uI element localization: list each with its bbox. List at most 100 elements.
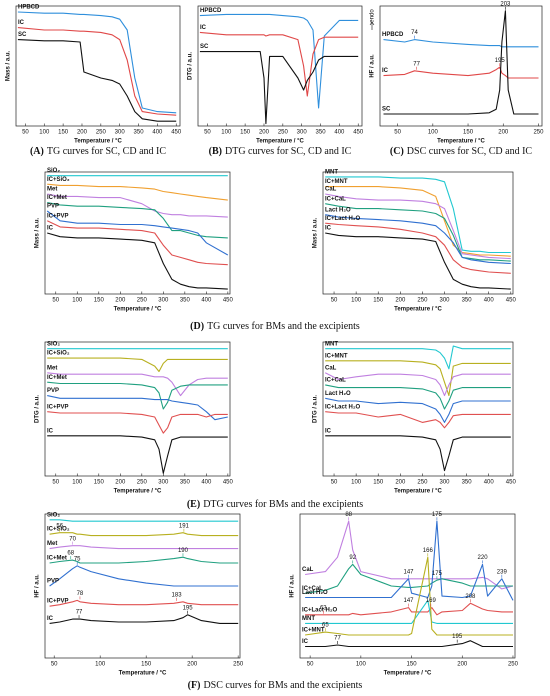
x-tick-label: 100: [356, 662, 367, 668]
endo-arrow: [369, 21, 375, 30]
caption-label: (F): [188, 680, 201, 691]
x-tick-label: 200: [395, 480, 406, 486]
annotation: 147: [404, 598, 415, 604]
annotation: 65: [322, 623, 329, 629]
series-line: [49, 599, 239, 607]
series-line: [49, 545, 239, 550]
series-label: IC+MNT: [302, 628, 325, 634]
y-axis-title: HF / a.u.: [35, 574, 41, 598]
series-label: IC: [200, 25, 207, 31]
series-label: Met: [47, 541, 57, 547]
x-tick-label: 100: [39, 130, 50, 136]
x-tick-label: 200: [187, 662, 198, 668]
annotation: 75: [74, 556, 81, 562]
x-tick-label: 400: [484, 480, 495, 486]
series-line: [325, 193, 511, 260]
series-label: IC+Met: [47, 195, 67, 201]
x-tick-label: 150: [94, 480, 105, 486]
endo-note: endo: [370, 9, 376, 23]
series-label: IC+Met: [47, 375, 67, 381]
x-tick-label: 200: [259, 130, 270, 136]
series-line: [325, 232, 511, 290]
series-line: [324, 372, 511, 397]
series-label: IC: [382, 68, 389, 74]
x-axis-title: Temperature / °C: [256, 139, 304, 145]
series-label: PVP: [47, 204, 59, 210]
annotation: 77: [334, 636, 341, 642]
x-tick-label: 450: [506, 480, 517, 486]
caption: (D) TG curves for BMs and the excipients: [190, 321, 360, 332]
x-tick-label: 350: [134, 130, 145, 136]
series-label: IC: [325, 428, 332, 434]
series-label: IC+PVP: [47, 599, 69, 605]
series-label: MNT: [302, 616, 315, 622]
caption-text: DSC curves for BMs and the excipients: [203, 680, 362, 691]
x-tick-label: 300: [158, 298, 169, 304]
series-label: CaL: [325, 187, 337, 193]
annotation: 190: [178, 548, 189, 554]
series-label: IC+MNT: [325, 353, 348, 359]
series-line: [325, 411, 511, 429]
series-label: IC+CaL: [325, 377, 346, 383]
series-label: HPBCD: [18, 5, 40, 11]
annotation: 63: [320, 605, 327, 611]
x-tick-label: 50: [331, 298, 338, 304]
series-line: [325, 360, 511, 397]
series-line: [383, 39, 539, 48]
y-axis-title: HF / a.u.: [290, 574, 296, 598]
annotation: 70: [69, 536, 76, 542]
x-tick-label: 300: [115, 130, 126, 136]
x-tick-label: 350: [180, 298, 191, 304]
series-line: [49, 532, 239, 537]
x-tick-label: 250: [417, 480, 428, 486]
x-tick-label: 150: [58, 130, 69, 136]
series-label: IC: [47, 616, 54, 622]
x-tick-label: 50: [51, 662, 58, 668]
annotation: 195: [183, 605, 194, 611]
x-tick-label: 400: [201, 480, 212, 486]
x-tick-label: 50: [394, 130, 401, 136]
series-label: SC: [382, 107, 391, 113]
annotation: 78: [77, 591, 84, 597]
series-line: [49, 565, 239, 587]
x-tick-label: 350: [316, 130, 327, 136]
annotation: 239: [497, 569, 508, 575]
annotation: 175: [432, 571, 443, 577]
series-line: [325, 214, 511, 265]
x-axis-title: Temperature / °C: [437, 139, 485, 145]
x-tick-label: 300: [440, 480, 451, 486]
plot-frame: [379, 5, 543, 127]
x-tick-label: 200: [395, 298, 406, 304]
series-line: [325, 203, 511, 262]
x-tick-label: 50: [204, 130, 211, 136]
series-line: [47, 435, 228, 474]
series-label: IC: [47, 428, 54, 434]
annotation: 175: [432, 512, 443, 518]
x-axis-title: Temperature / °C: [114, 489, 162, 495]
series-label: CaL: [302, 567, 314, 573]
series-label: Lact H₂O: [302, 590, 328, 596]
series-label: PVP: [47, 388, 59, 394]
annotation: 166: [423, 548, 434, 554]
series-line: [49, 614, 239, 624]
series-label: IC: [302, 639, 309, 645]
x-tick-label: 200: [115, 298, 126, 304]
series-line: [199, 31, 359, 97]
series-line: [325, 397, 511, 423]
series-line: [46, 210, 229, 256]
x-tick-label: 250: [533, 130, 544, 136]
x-tick-label: 200: [457, 662, 468, 668]
x-tick-label: 150: [141, 662, 152, 668]
annotation: 77: [76, 610, 83, 616]
x-tick-label: 400: [201, 298, 212, 304]
series-label: Met: [47, 187, 57, 193]
annotation: 169: [426, 598, 437, 604]
series-label: IC+CaL: [302, 586, 323, 592]
series-line: [47, 381, 228, 410]
annotation: 56: [56, 523, 63, 529]
series-line: [199, 51, 359, 125]
series-line: [47, 372, 228, 397]
series-label: Lact H₂O: [325, 207, 351, 213]
annotation: 68: [67, 551, 74, 557]
series-line: [305, 563, 513, 594]
